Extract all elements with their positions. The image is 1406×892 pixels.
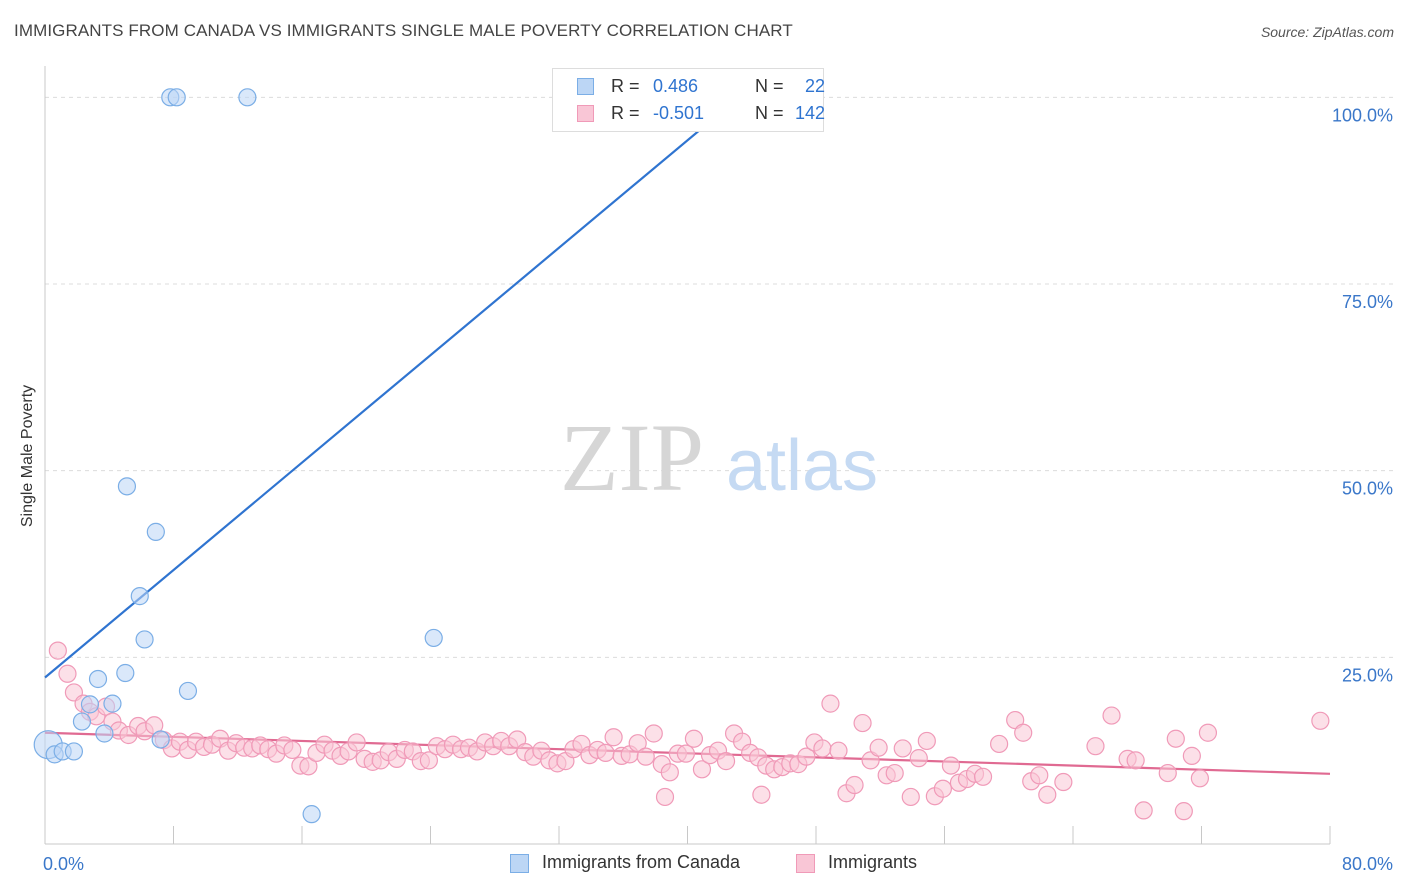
point-immigrants (644, 724, 663, 743)
point-immigrants (347, 733, 366, 752)
point-immigrants (933, 779, 952, 798)
point-immigrants (752, 785, 771, 804)
r-value-canada: 0.486 (653, 76, 699, 96)
point-canada (130, 587, 149, 606)
point-immigrants (845, 775, 864, 795)
point-immigrants (1086, 737, 1105, 756)
point-immigrants (1174, 802, 1193, 821)
r-label: R = (611, 76, 640, 96)
data-points (33, 88, 1330, 824)
point-immigrants (419, 751, 438, 770)
watermark: ZIP atlas (560, 404, 878, 511)
n-value-immigrants: 142 (794, 103, 825, 123)
point-immigrants (990, 734, 1009, 754)
x-tick-label: 0.0% (43, 854, 84, 874)
point-immigrants (299, 757, 318, 776)
point-immigrants (692, 760, 712, 779)
point-immigrants (1038, 785, 1057, 804)
point-immigrants (973, 767, 993, 786)
point-canada (178, 681, 198, 701)
point-canada (88, 669, 108, 689)
watermark-atlas: atlas (726, 426, 878, 506)
y-tick-label: 50.0% (1342, 479, 1393, 499)
legend-swatch-immigrants (796, 854, 815, 873)
point-immigrants (821, 694, 840, 713)
point-immigrants (893, 739, 912, 758)
point-immigrants (1198, 723, 1218, 742)
n-label: N = (755, 76, 784, 96)
point-immigrants (596, 743, 615, 763)
point-canada (146, 522, 165, 541)
point-immigrants (829, 741, 848, 760)
axes (44, 66, 1331, 845)
point-immigrants (1311, 711, 1330, 730)
n-value-canada: 22 (804, 76, 825, 96)
point-immigrants (676, 744, 695, 763)
point-immigrants (869, 738, 888, 757)
point-immigrants (636, 747, 655, 766)
point-canada (117, 477, 137, 496)
legend-swatch-canada (577, 78, 594, 95)
point-immigrants (909, 749, 928, 768)
point-immigrants (48, 641, 67, 660)
point-immigrants (1054, 772, 1073, 792)
point-canada (167, 88, 186, 107)
point-canada (302, 805, 321, 824)
tick-labels: 25.0% 50.0% 75.0% 100.0% 0.0% 80.0% (43, 105, 1393, 874)
r-value-immigrants: -0.501 (653, 103, 705, 123)
point-immigrants (604, 728, 623, 747)
point-immigrants (1126, 751, 1145, 770)
legend-label-immigrants: Immigrants (828, 852, 918, 872)
point-immigrants (1014, 723, 1033, 742)
point-canada (95, 724, 114, 743)
point-canada (151, 730, 170, 749)
point-canada (424, 628, 443, 648)
y-tick-label: 25.0% (1342, 665, 1393, 685)
point-canada (72, 712, 92, 731)
trend-line-canada (44, 96, 740, 679)
y-tick-label: 100.0% (1332, 105, 1393, 125)
point-immigrants (853, 713, 872, 733)
point-canada (135, 630, 154, 649)
point-immigrants (628, 734, 647, 753)
legend-swatch-immigrants (577, 105, 594, 122)
point-immigrants (684, 729, 704, 748)
point-immigrants (885, 763, 904, 783)
watermark-zip: ZIP (560, 404, 704, 511)
point-immigrants (58, 664, 77, 683)
point-immigrants (797, 747, 816, 766)
point-immigrants (901, 787, 920, 807)
point-immigrants (813, 739, 832, 758)
point-immigrants (1166, 729, 1185, 748)
point-immigrants (660, 763, 679, 782)
point-canada (80, 695, 100, 714)
n-label: N = (755, 103, 784, 123)
gridlines (45, 96, 1395, 658)
bottom-legend: Immigrants from Canada Immigrants (0, 852, 1406, 876)
point-immigrants (1190, 769, 1209, 788)
point-immigrants (1182, 746, 1201, 765)
r-label: R = (611, 103, 640, 123)
y-tick-label: 75.0% (1342, 292, 1393, 312)
point-immigrants (1030, 766, 1049, 785)
point-canada (238, 88, 257, 107)
point-immigrants (655, 787, 675, 807)
point-immigrants (917, 731, 936, 751)
point-immigrants (1102, 706, 1121, 725)
stats-legend: R = 0.486 N = 22 R = -0.501 N = 142 (552, 68, 825, 132)
chart-source: Source: ZipAtlas.com (1260, 24, 1394, 40)
point-immigrants (1134, 801, 1153, 820)
point-immigrants (283, 740, 302, 760)
chart-title: IMMIGRANTS FROM CANADA VS IMMIGRANTS SIN… (14, 21, 793, 40)
legend-swatch-canada (510, 854, 529, 873)
legend-label-canada: Immigrants from Canada (542, 852, 741, 872)
point-canada (103, 694, 122, 713)
point-immigrants (716, 752, 736, 771)
x-tick-label: 80.0% (1342, 854, 1393, 874)
point-immigrants (1158, 763, 1177, 783)
point-canada (64, 742, 84, 761)
point-canada (116, 663, 135, 683)
point-immigrants (941, 756, 961, 775)
